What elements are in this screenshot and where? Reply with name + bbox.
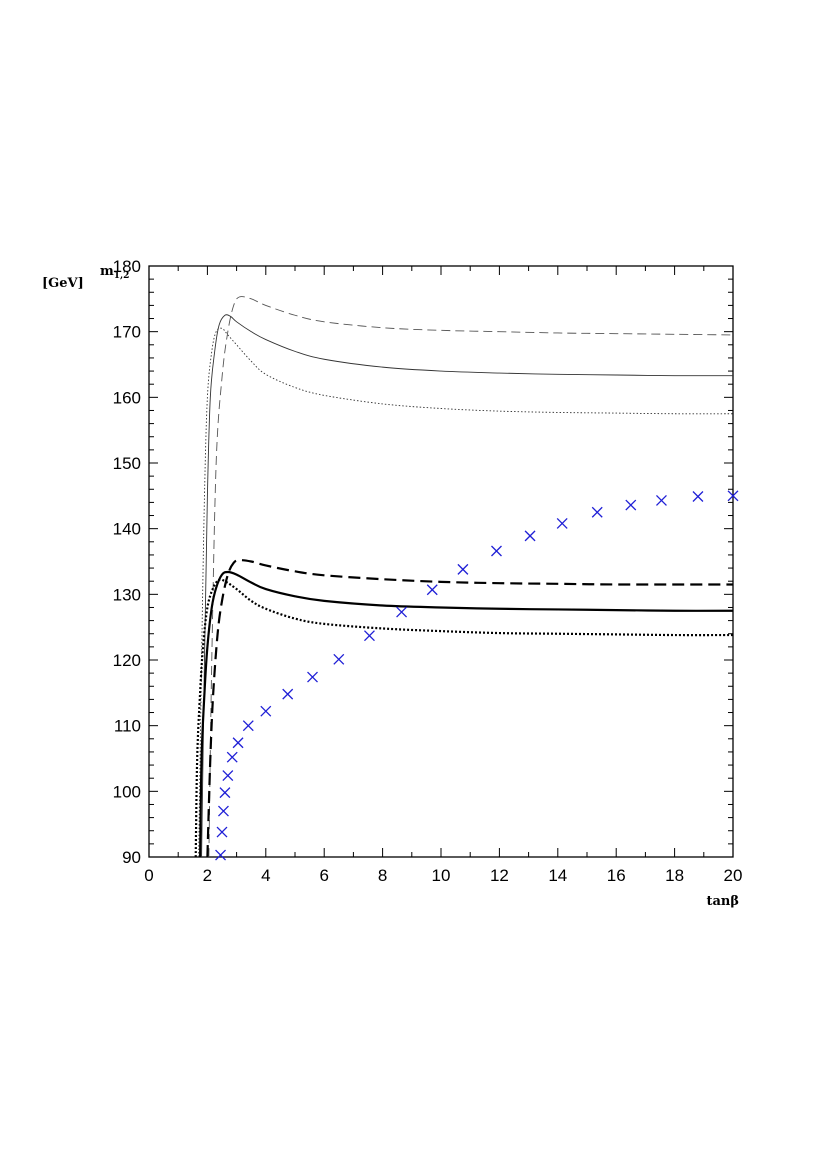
x-tick-label: 18 <box>665 866 684 885</box>
axis-ticks: 0 2 4 6 8 10 12 14 16 18 20 90 100 110 120 130 140 150 160… <box>113 257 743 885</box>
marker-x <box>260 705 272 717</box>
x-tick-label: 12 <box>490 866 509 885</box>
marker-x <box>491 545 502 557</box>
y-tick-label: 90 <box>122 848 141 867</box>
y-tick-label: 110 <box>114 717 141 736</box>
marker-x <box>218 805 229 817</box>
x-tick-label: 20 <box>724 866 743 885</box>
marker-x <box>524 530 536 542</box>
plot-frame <box>148 265 734 858</box>
series-line-thick-dashed <box>206 559 733 857</box>
x-tick-label: 6 <box>319 866 328 885</box>
marker-group <box>215 490 739 861</box>
y-tick-label: 150 <box>113 454 141 473</box>
x-tick-label: 16 <box>607 866 626 885</box>
y-tick-label: 120 <box>113 651 141 670</box>
series-line-thick-dotted <box>194 578 733 857</box>
x-tick-label: 0 <box>144 866 153 885</box>
marker-x <box>625 499 637 511</box>
y-tick-label: 180 <box>113 257 141 276</box>
x-tick-label: 4 <box>261 866 270 885</box>
marker-x <box>216 826 228 838</box>
marker-x <box>727 490 739 502</box>
x-tick-label: 14 <box>548 866 567 885</box>
y-tick-label: 160 <box>113 388 141 407</box>
marker-x <box>242 720 254 732</box>
marker-x <box>232 737 244 749</box>
marker-x <box>692 491 704 502</box>
y-axis-title: m1,2 <box>100 264 129 281</box>
x-tick-label: 2 <box>203 866 212 885</box>
marker-x <box>333 653 345 665</box>
x-axis-title: tanβ <box>706 894 739 909</box>
marker-x <box>282 688 294 700</box>
series-group <box>194 296 733 857</box>
x-tick-label: 8 <box>378 866 387 885</box>
marker-x <box>364 630 375 642</box>
y-tick-label: 130 <box>113 585 141 604</box>
y-tick-label: 170 <box>113 323 141 342</box>
y-axis-unit: [GeV] <box>42 276 84 291</box>
marker-x <box>215 849 226 861</box>
marker-x <box>457 563 469 575</box>
series-line-thin-solid <box>201 314 733 857</box>
series-line-thin-dashed <box>208 296 733 857</box>
x-tick-label: 10 <box>432 866 451 885</box>
marker-x <box>396 606 408 618</box>
series-line-thin-dotted <box>198 327 733 857</box>
marker-x <box>226 751 238 763</box>
y-tick-label: 140 <box>113 520 141 539</box>
marker-x <box>307 671 318 683</box>
marker-x <box>656 494 667 506</box>
marker-x <box>222 770 234 782</box>
marker-x <box>219 787 231 799</box>
marker-x <box>426 584 438 596</box>
marker-x <box>591 506 603 518</box>
series-line-thick-solid <box>199 570 733 857</box>
y-tick-label: 100 <box>113 782 141 801</box>
marker-x <box>556 517 568 529</box>
